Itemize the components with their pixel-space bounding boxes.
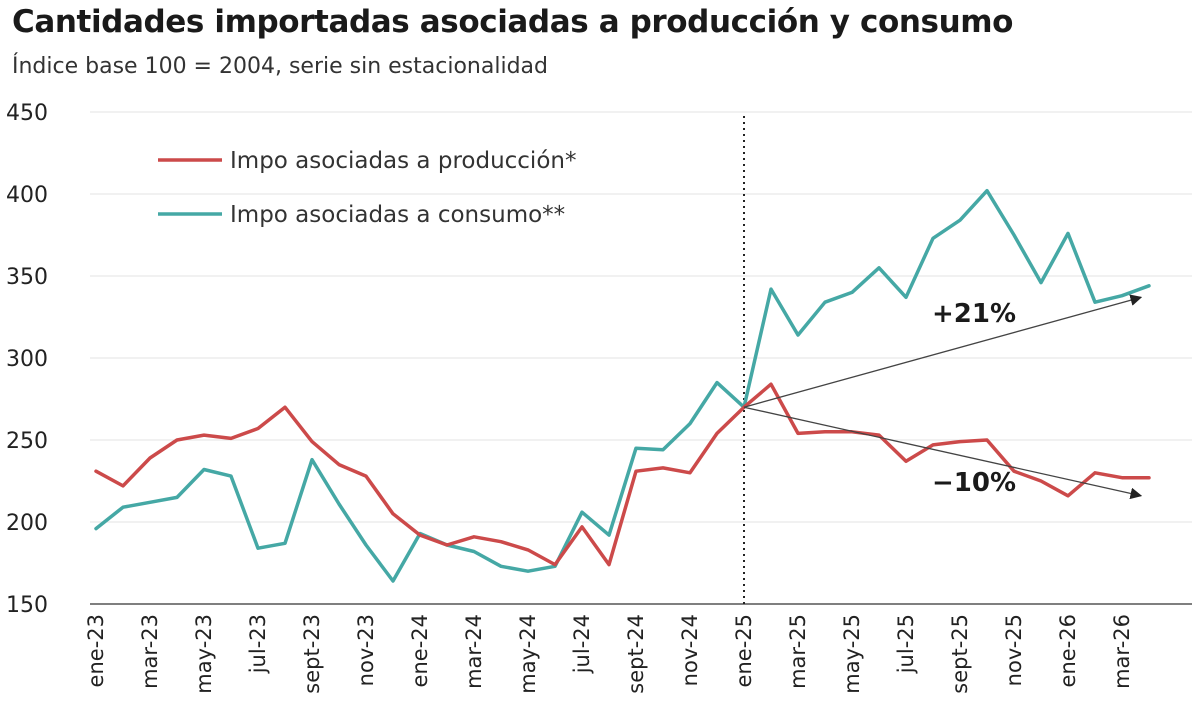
y-tick-label: 250	[6, 429, 48, 454]
legend-label: Impo asociadas a consumo**	[230, 202, 565, 228]
y-tick-label: 300	[6, 347, 48, 372]
y-tick-label: 350	[6, 265, 48, 290]
x-tick-label: jul-24	[570, 614, 594, 674]
x-tick-label: jul-23	[246, 614, 270, 674]
x-tick-label: sept-24	[624, 614, 648, 694]
x-tick-label: nov-23	[354, 614, 378, 686]
y-tick-label: 200	[6, 511, 48, 536]
x-tick-label: may-25	[840, 614, 864, 694]
y-tick-label: 450	[6, 101, 48, 126]
x-tick-label: mar-26	[1110, 614, 1134, 689]
trend-label-down: −10%	[932, 468, 1016, 498]
y-tick-label: 150	[6, 593, 48, 618]
series-layer	[94, 188, 1151, 583]
annotation-layer: +21% −10%	[743, 294, 1143, 500]
trend-arrow-down	[743, 406, 1143, 500]
x-tick-label: mar-23	[138, 614, 162, 689]
trend-label-up: +21%	[932, 299, 1016, 329]
x-axis: ene-23 mar-23 may-23 jul-23 sept-23 nov-23 ene…	[84, 614, 1134, 694]
x-tick-label: nov-25	[1002, 614, 1026, 686]
x-tick-label: sept-25	[948, 614, 972, 694]
x-tick-label: mar-24	[462, 614, 486, 689]
y-tick-label: 400	[6, 183, 48, 208]
x-tick-label: nov-24	[678, 614, 702, 686]
x-tick-label: may-24	[516, 614, 540, 694]
chart-title: Cantidades importadas asociadas a produc…	[12, 4, 1014, 40]
x-tick-label: mar-25	[786, 614, 810, 689]
x-tick-label: sept-23	[300, 614, 324, 694]
x-tick-label: ene-26	[1056, 614, 1080, 687]
chart-subtitle: Índice base 100 = 2004, serie sin estaci…	[12, 54, 548, 79]
legend: Impo asociadas a producción* Impo asociad…	[158, 148, 576, 228]
x-tick-label: ene-25	[732, 614, 756, 687]
x-tick-label: ene-23	[84, 614, 108, 687]
series-line-produccion	[94, 382, 1151, 567]
trend-arrow-up	[743, 294, 1143, 408]
legend-label: Impo asociadas a producción*	[230, 148, 576, 174]
series-line-consumo	[94, 188, 1151, 583]
y-axis: 150 200 250 300 350 400 450	[6, 101, 48, 618]
x-tick-label: may-23	[192, 614, 216, 694]
x-tick-label: ene-24	[408, 614, 432, 687]
x-tick-label: jul-25	[894, 614, 918, 674]
grid-lines	[90, 111, 1192, 605]
